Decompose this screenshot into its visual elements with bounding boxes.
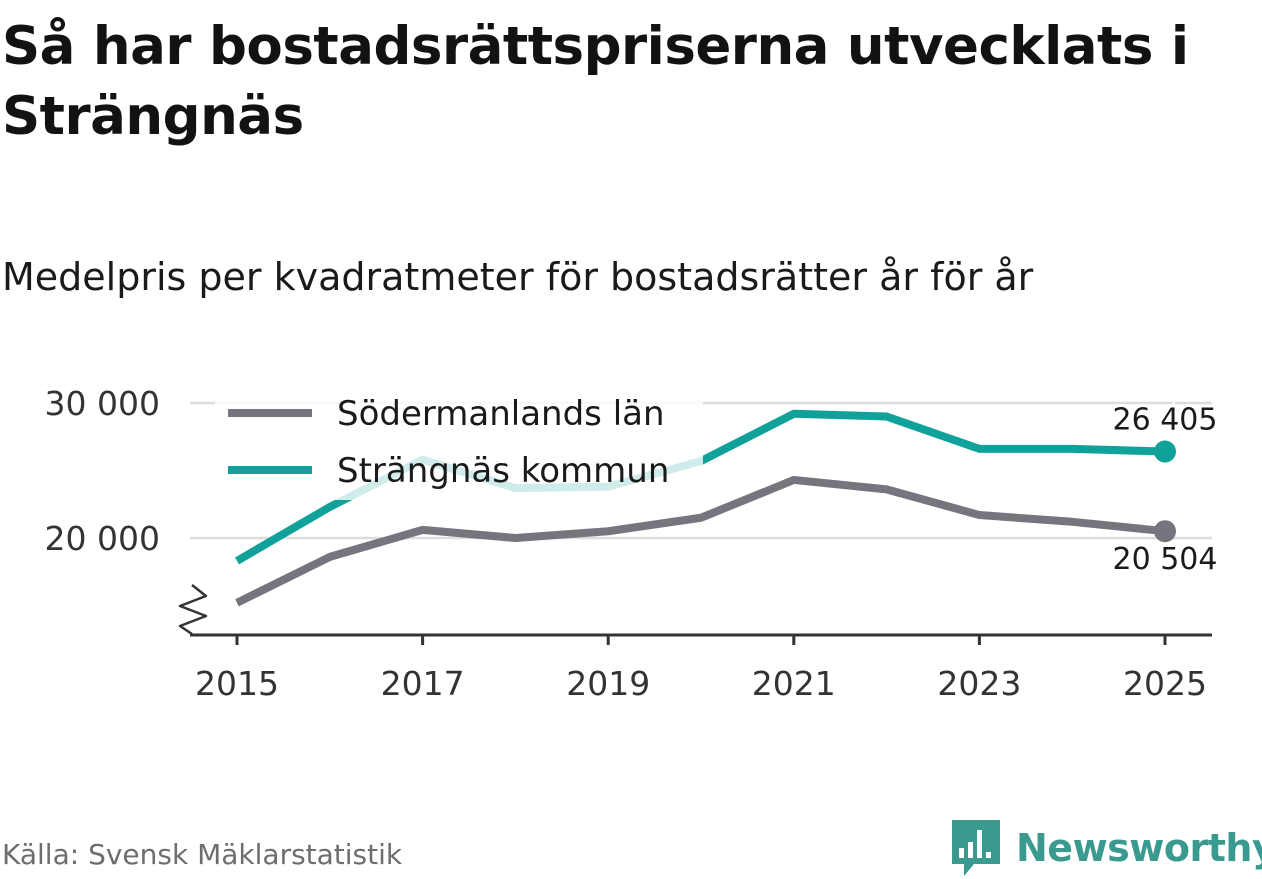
newsworthy-brand: Newsworthy <box>950 818 1262 878</box>
series-end-point-1 <box>1154 440 1176 463</box>
legend: Södermanlands län Strängnäs kommun <box>215 390 703 500</box>
y-tick-label: 20 000 <box>45 519 160 558</box>
line-chart: 20 000 30 000 2015 2017 2019 2021 2023 2025 Sö… <box>44 384 1221 703</box>
series-end-point-0 <box>1154 520 1176 543</box>
series-line-0 <box>235 475 1166 607</box>
x-tick-label: 2017 <box>381 664 465 703</box>
legend-label-1: Strängnäs kommun <box>337 451 669 491</box>
end-value-labels: 20 504 26 405 <box>1110 400 1221 581</box>
legend-label-0: Södermanlands län <box>337 394 665 434</box>
source-note: Källa: Svensk Mäklarstatistik <box>2 838 403 871</box>
axis-break-icon <box>178 584 208 636</box>
y-axis-tick-labels: 20 000 30 000 <box>45 384 160 558</box>
x-tick-label: 2023 <box>937 664 1021 703</box>
y-tick-label: 30 000 <box>45 384 160 423</box>
brand-name: Newsworthy <box>1016 826 1262 870</box>
x-tick-label: 2025 <box>1123 664 1207 703</box>
x-tick-label: 2019 <box>566 664 650 703</box>
newsworthy-logo-icon <box>952 820 1000 876</box>
chart-subtitle: Medelpris per kvadratmeter för bostadsrä… <box>2 255 1034 299</box>
legend-background <box>215 390 703 500</box>
chart-title: Så har bostadsrättspriserna utvecklats i… <box>2 16 1189 147</box>
end-value-label-0: 20 504 <box>1113 542 1218 577</box>
x-tick-label: 2021 <box>752 664 836 703</box>
x-tick-label: 2015 <box>195 664 279 703</box>
end-value-label-1: 26 405 <box>1113 403 1218 438</box>
x-axis: 2015 2017 2019 2021 2023 2025 <box>178 584 1212 703</box>
